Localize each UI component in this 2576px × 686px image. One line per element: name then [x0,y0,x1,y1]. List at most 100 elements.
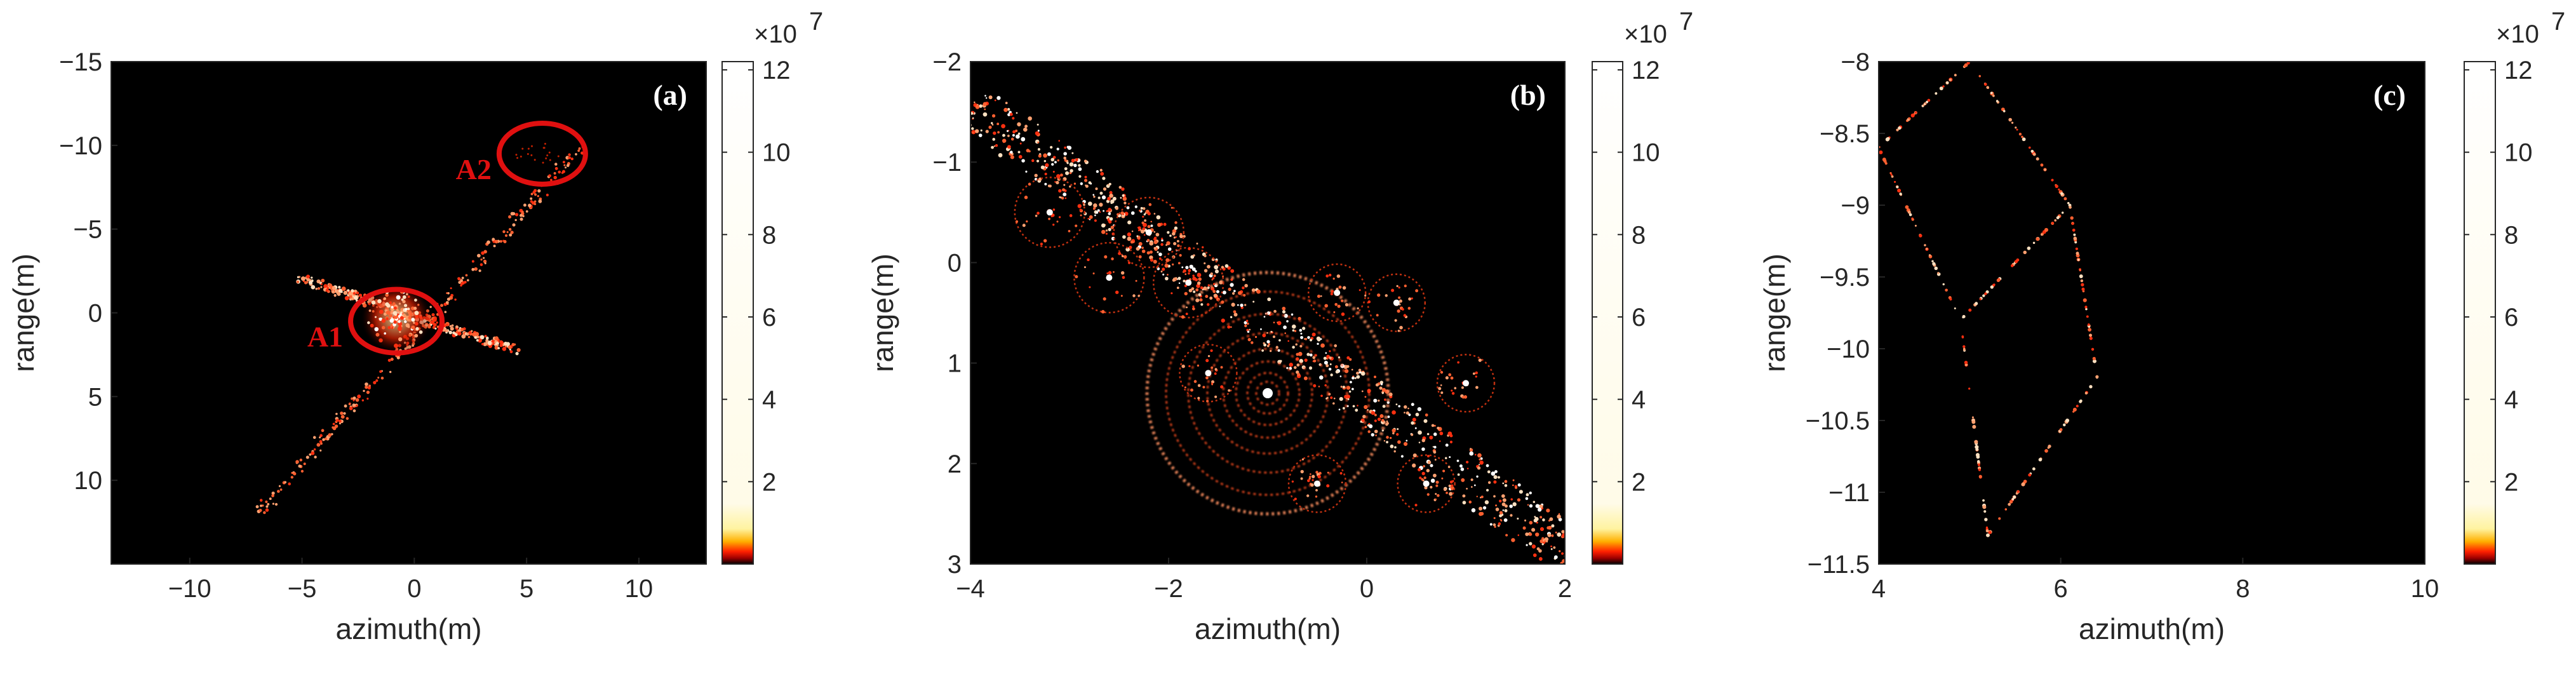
scatter-point [267,502,270,506]
scatter-point [1974,440,1978,444]
scatter-point [1136,246,1140,251]
scatter-point [1141,249,1146,253]
scatter-point [1392,432,1395,434]
scatter-point [1497,476,1500,479]
scatter-point [366,398,369,400]
scatter-point [1403,441,1408,447]
scatter-point [1588,556,1590,558]
scatter-point [1334,303,1338,306]
scatter-point [2060,192,2063,196]
scatter-point [1459,464,1463,468]
scatter-point [430,323,433,326]
scatter-point [1351,387,1354,391]
scatter-point [1089,215,1093,219]
scatter-point [1343,386,1345,389]
y-tick-label: −8.5 [1820,120,1870,148]
scatter-point [1421,438,1426,443]
scatter-point [316,443,321,447]
scatter-point [320,283,323,285]
scatter-point [1043,239,1047,243]
scatter-point [1512,479,1515,481]
scatter-point [1096,170,1099,173]
scatter-point [1138,255,1142,259]
scatter-point [341,286,346,291]
scatter-point [2086,315,2089,318]
scatter-point [1977,463,1980,466]
x-axis-label: azimuth(m) [1195,612,1341,645]
scatter-point [394,314,398,319]
scatter-point [1505,534,1508,537]
scatter-point [530,154,533,156]
scatter-point [2084,306,2088,309]
scatter-point [1373,398,1378,403]
scatter-point [366,391,370,394]
scatter-point [1184,273,1187,276]
scatter-point [1197,272,1202,278]
colorbar-tick-label: 6 [762,304,776,332]
scatter-point [1095,187,1098,191]
scatter-point [2047,447,2050,449]
scatter-point [1439,431,1444,436]
scatter-point [499,239,502,243]
scatter-point [1213,293,1218,298]
scatter-point [2002,110,2006,112]
scatter-point [1430,464,1433,467]
scatter-point [1462,501,1466,505]
scatter-point [1963,65,1966,68]
scatter-point [1339,472,1343,475]
scatter-point [1247,322,1249,325]
scatter-point [542,161,544,164]
y-axis-label: range(m) [1758,253,1791,372]
y-axis-label: range(m) [866,253,899,372]
colorbar-tick-label: 12 [762,57,791,84]
scatter-point [1141,230,1144,232]
scatter-point [1317,294,1320,298]
scatter-point [1015,134,1020,139]
scatter-point [1103,297,1106,301]
scatter-point [1450,376,1454,380]
scatter-point [1396,433,1399,436]
scatter-point [961,108,965,112]
annotation-label: A2 [456,153,492,185]
scatter-point [1300,332,1303,335]
scatter-point [1495,508,1499,511]
scatter-point [1197,384,1201,387]
scatter-point [2018,132,2022,136]
scatter-point [352,399,355,401]
scatter-point [1978,468,1982,471]
scatter-point [1147,212,1151,216]
scatter-point [1100,172,1104,176]
scatter-point [332,290,335,293]
scatter-point [546,154,549,157]
scatter-point [1120,211,1124,215]
scatter-point [1479,458,1481,461]
scatter-point [995,144,998,147]
scatter-point [1021,137,1026,142]
scatter-point [1173,236,1176,239]
scatter-point [429,306,432,308]
scatter-point [478,338,482,343]
scatter-point [2040,163,2044,167]
scatter-point [1504,509,1508,513]
scatter-point [509,233,513,237]
scatter-point [1244,304,1247,306]
scatter-point [1345,303,1349,307]
scatter-point [1136,235,1139,238]
scatter-point [400,311,403,314]
scatter-point [381,326,386,330]
scatter-point [1149,241,1154,246]
scatter-point [1002,133,1005,137]
scatter-point [1484,500,1489,504]
scatter-point [1560,566,1562,568]
scatter-point [1323,356,1327,360]
scatter-point [1396,285,1399,287]
scatter-point [1173,242,1177,246]
scatter-point [1942,283,1945,286]
scatter-point [321,429,325,433]
scatter-point [1251,341,1254,344]
scatter-point [371,300,376,305]
scatter-point [514,213,519,217]
scatter-point [1045,163,1049,168]
scatter-point [1207,354,1211,358]
scatter-point [548,151,551,154]
